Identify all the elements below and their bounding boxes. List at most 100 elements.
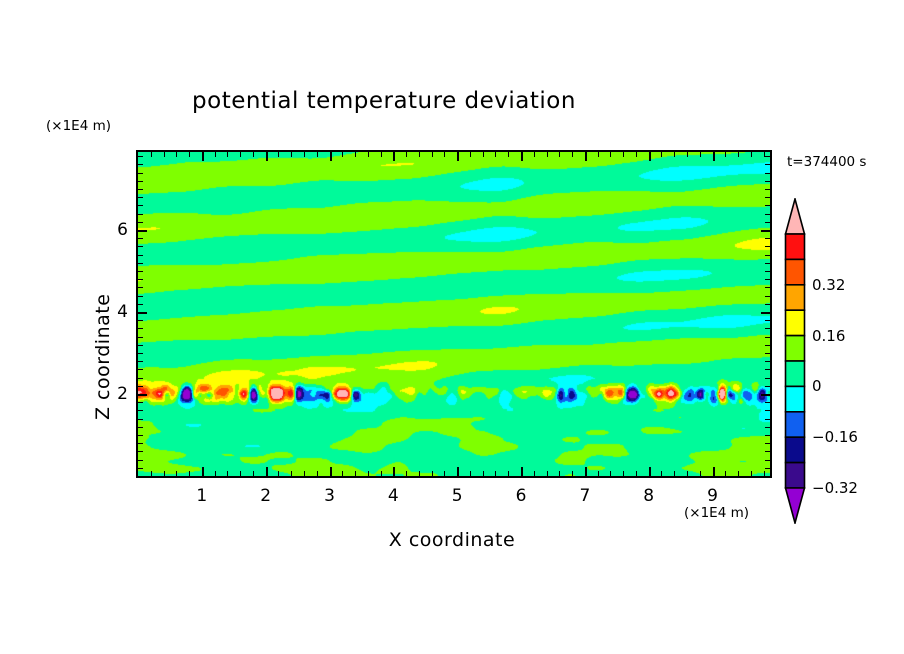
axis-tick <box>738 471 740 476</box>
axis-tick <box>687 471 688 476</box>
colorbar-band <box>784 385 806 413</box>
colorbar-tick-label: 0.32 <box>812 275 846 294</box>
axis-tick <box>738 152 740 157</box>
axis-tick <box>278 152 280 157</box>
axis-tick <box>138 443 143 445</box>
axis-tick <box>533 471 535 476</box>
axis-tick <box>367 152 369 157</box>
axis-tick <box>763 152 765 157</box>
axis-tick <box>765 443 770 445</box>
axis-tick <box>418 152 420 157</box>
axis-tick <box>765 369 770 371</box>
axis-tick <box>765 336 770 338</box>
axis-tick <box>765 205 770 207</box>
axis-tick <box>393 467 396 476</box>
axis-tick <box>661 471 663 476</box>
axis-tick <box>559 471 561 476</box>
axis-tick <box>482 471 484 476</box>
axis-tick <box>138 287 143 289</box>
axis-tick <box>765 197 770 199</box>
axis-tick <box>623 471 625 476</box>
axis-tick <box>457 152 460 161</box>
axis-tick <box>750 152 752 157</box>
axis-tick <box>380 471 382 476</box>
axis-tick <box>444 471 446 476</box>
colorbar-tick-label: −0.32 <box>812 479 858 497</box>
axis-tick <box>765 328 770 330</box>
z-tick-label: 6 <box>117 219 128 240</box>
axis-tick <box>329 467 332 476</box>
axis-tick <box>138 344 143 346</box>
colorbar-band <box>784 411 806 439</box>
axis-tick <box>138 279 143 281</box>
axis-tick <box>610 152 612 157</box>
colorbar-cap-bottom <box>784 487 806 524</box>
axis-tick <box>533 152 535 157</box>
axis-tick <box>648 467 651 476</box>
axis-tick <box>661 152 663 157</box>
axis-tick <box>765 262 770 264</box>
axis-tick <box>265 467 268 476</box>
colorbar-band <box>784 360 806 388</box>
x-tick-label: 8 <box>643 486 655 506</box>
axis-tick <box>469 152 471 157</box>
axis-tick <box>469 471 471 476</box>
axis-tick <box>623 152 625 157</box>
axis-tick <box>457 467 460 476</box>
axis-tick <box>765 180 770 182</box>
axis-tick <box>765 352 770 354</box>
axis-tick <box>138 303 143 305</box>
axis-tick <box>765 344 770 346</box>
axis-tick <box>367 471 369 476</box>
axis-tick <box>508 471 510 476</box>
axis-tick <box>176 152 178 157</box>
axis-tick <box>431 152 433 157</box>
contour-plot-area <box>136 150 772 478</box>
axis-tick <box>265 152 268 161</box>
colorbar-band <box>784 284 806 312</box>
axis-tick <box>291 471 293 476</box>
axis-tick <box>765 385 770 387</box>
axis-tick <box>674 471 676 476</box>
axis-tick <box>559 152 561 157</box>
axis-tick <box>521 152 524 161</box>
axis-tick <box>444 152 446 157</box>
colorbar-band <box>784 258 806 286</box>
axis-tick <box>138 320 143 322</box>
x-tick-label: 7 <box>579 486 591 506</box>
axis-tick <box>138 434 143 436</box>
axis-tick <box>406 152 408 157</box>
colorbar-legend <box>784 198 806 524</box>
axis-tick <box>648 152 651 161</box>
axis-tick <box>138 377 143 379</box>
axis-tick <box>546 152 548 157</box>
axis-tick <box>138 221 143 223</box>
axis-tick <box>138 418 143 420</box>
axis-tick <box>712 152 715 161</box>
axis-tick <box>635 471 637 476</box>
axis-tick <box>674 152 676 157</box>
axis-tick <box>765 426 770 428</box>
axis-tick <box>355 152 357 157</box>
contour-field <box>138 152 770 476</box>
axis-tick <box>291 152 293 157</box>
axis-tick <box>546 471 548 476</box>
axis-tick <box>138 254 143 256</box>
axis-tick <box>584 152 587 161</box>
axis-tick <box>201 467 204 476</box>
axis-tick <box>418 471 420 476</box>
axis-tick <box>765 213 770 215</box>
axis-tick <box>765 287 770 289</box>
axis-tick <box>138 328 143 330</box>
axis-tick <box>138 188 143 190</box>
axis-tick <box>176 471 178 476</box>
axis-tick <box>138 229 147 232</box>
axis-tick <box>138 213 143 215</box>
axis-tick <box>189 152 191 157</box>
x-axis-unit-label: (×1E4 m) <box>684 505 749 521</box>
axis-tick <box>765 172 770 174</box>
x-tick-label: 3 <box>324 486 335 506</box>
axis-tick <box>138 270 143 272</box>
axis-tick <box>687 152 688 157</box>
